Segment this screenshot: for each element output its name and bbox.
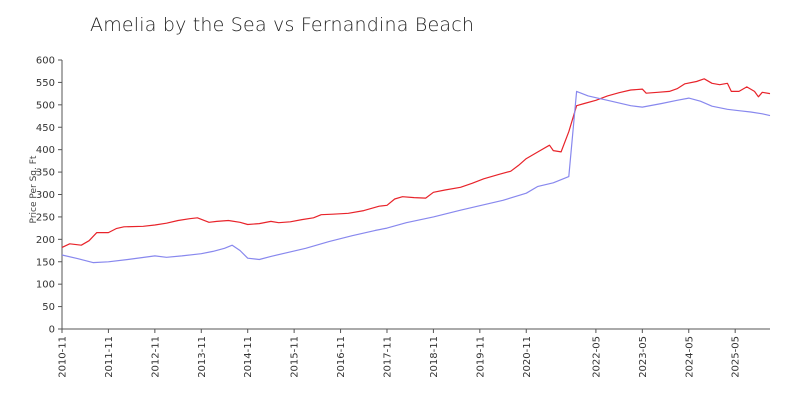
x-tick-label: 2022-05 — [591, 336, 602, 378]
x-tick-label: 2017-11 — [382, 336, 393, 378]
x-tick-label: 2025-05 — [731, 336, 742, 378]
y-tick-label: 100 — [36, 280, 55, 291]
x-tick-label: 2010-11 — [58, 336, 69, 378]
y-tick-label: 350 — [36, 168, 55, 179]
y-tick-label: 450 — [36, 123, 55, 134]
chart-title: Amelia by the Sea vs Fernandina Beach — [90, 14, 475, 36]
x-tick-label: 2014-11 — [243, 336, 254, 378]
y-tick-label: 200 — [36, 235, 55, 246]
x-tick-label: 2018-11 — [429, 336, 440, 378]
y-tick-label: 150 — [36, 257, 55, 268]
y-axis-title: Price Per Sq. Ft — [29, 155, 39, 223]
y-tick-label: 600 — [36, 56, 55, 67]
x-tick-label: 2020-11 — [522, 336, 533, 378]
x-tick-label: 2013-11 — [197, 336, 208, 378]
x-tick-label: 2011-11 — [104, 336, 115, 378]
x-tick-label: 2015-11 — [290, 336, 301, 378]
y-tick-label: 500 — [36, 100, 55, 111]
y-tick-label: 0 — [49, 325, 55, 336]
series-line-2 — [61, 90, 771, 264]
x-tick-label: 2016-11 — [336, 336, 347, 378]
x-tick-label: 2023-05 — [638, 336, 649, 378]
y-tick-label: 400 — [36, 145, 55, 156]
series-line-1 — [61, 78, 771, 248]
y-tick-label: 50 — [42, 302, 55, 313]
y-tick-label: 250 — [36, 212, 55, 223]
axes: 0 50 100 150 200 250 300 350 400 450 500 550 600 2010… — [29, 56, 770, 378]
x-tick-label: 2019-11 — [475, 336, 486, 378]
y-tick-label: 300 — [36, 190, 55, 201]
x-tick-label: 2012-11 — [150, 336, 161, 378]
series-layer — [61, 78, 771, 264]
x-tick-label: 2024-05 — [684, 336, 695, 378]
y-tick-label: 550 — [36, 78, 55, 89]
